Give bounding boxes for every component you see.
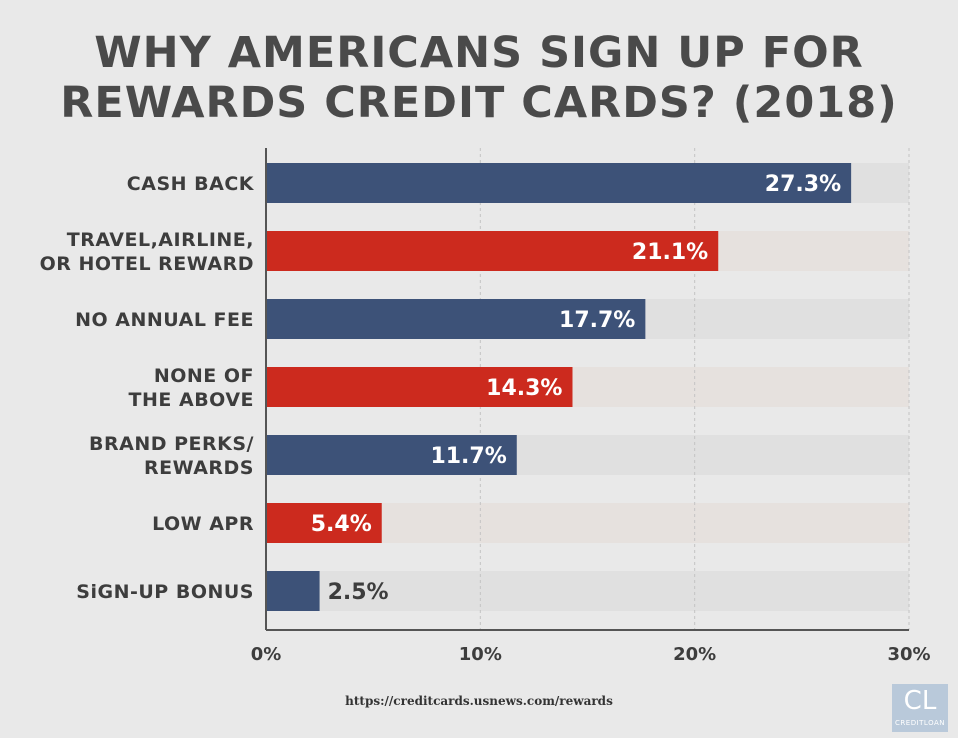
category-label-line: NO ANNUAL FEE xyxy=(75,309,254,331)
category-labels: CASH BACK TRAVEL,AIRLINE, OR HOTEL REWARD N… xyxy=(40,173,255,603)
title-line-1: WHY AMERICANS SIGN UP FOR xyxy=(94,28,864,78)
axes xyxy=(265,148,909,631)
bar xyxy=(266,367,573,407)
bar xyxy=(266,571,320,611)
value-labels: 27.3% 21.1% 17.7% 14.3% 11.7% 5.4% 2.5% xyxy=(311,172,841,605)
bars xyxy=(266,163,852,611)
value-label: 14.3% xyxy=(486,376,562,401)
bar xyxy=(266,299,646,339)
value-label: 5.4% xyxy=(311,512,372,537)
tick-label: 0% xyxy=(251,644,282,665)
logo-mark: CL xyxy=(903,686,937,716)
category-label: CASH BACK xyxy=(127,173,255,195)
tick-labels: 0% 10% 20% 30% xyxy=(251,644,931,665)
page-title: WHY AMERICANS SIGN UP FOR REWARDS CREDIT… xyxy=(0,28,958,128)
title-line-2: REWARDS CREDIT CARDS? (2018) xyxy=(60,78,898,128)
category-label: TRAVEL,AIRLINE, OR HOTEL REWARD xyxy=(40,229,254,275)
category-label-line: CASH BACK xyxy=(127,173,255,195)
category-label: NO ANNUAL FEE xyxy=(75,309,254,331)
bar-track xyxy=(266,571,909,611)
value-label: 2.5% xyxy=(328,580,389,605)
category-label-line: OR HOTEL REWARD xyxy=(40,253,254,275)
bar xyxy=(266,503,382,543)
bar xyxy=(266,231,719,271)
category-label-line: SiGN-UP BONUS xyxy=(76,581,254,603)
category-label-line: TRAVEL,AIRLINE, xyxy=(67,229,254,251)
category-label-line: REWARDS xyxy=(144,457,254,479)
bar xyxy=(266,163,852,203)
value-label: 21.1% xyxy=(632,240,708,265)
category-label: NONE OF THE ABOVE xyxy=(129,365,254,411)
value-label: 17.7% xyxy=(559,308,635,333)
tick-label: 30% xyxy=(887,644,930,665)
category-label: LOW APR xyxy=(152,513,254,535)
category-label-line: NONE OF xyxy=(154,365,254,387)
category-label: SiGN-UP BONUS xyxy=(76,581,254,603)
source-url: https://creditcards.usnews.com/rewards xyxy=(345,694,613,708)
bar xyxy=(266,435,517,475)
value-label: 27.3% xyxy=(765,172,841,197)
category-label-line: LOW APR xyxy=(152,513,254,535)
category-label: BRAND PERKS/REWARDS xyxy=(89,433,254,479)
category-label-line: THE ABOVE xyxy=(129,389,254,411)
logo-subtext: CREDITLOAN xyxy=(895,719,945,727)
tick-label: 20% xyxy=(673,644,716,665)
category-label-line: BRAND PERKS/ xyxy=(89,433,254,455)
creditloan-logo: CL CREDITLOAN xyxy=(892,684,948,732)
value-label: 11.7% xyxy=(430,444,506,469)
tick-label: 10% xyxy=(459,644,502,665)
